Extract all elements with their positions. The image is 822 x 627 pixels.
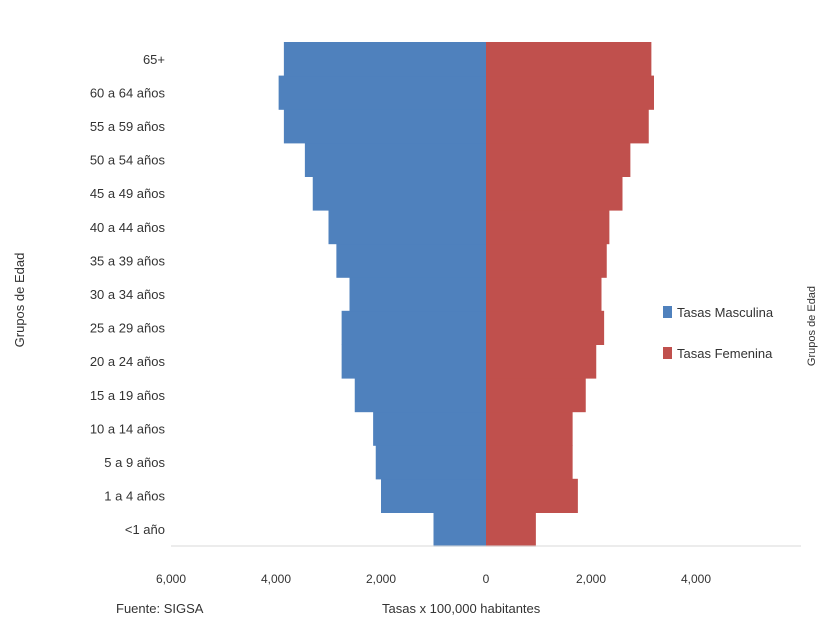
- bar-masculina-6: [341, 310, 486, 345]
- category-labels: <1 año 1 a 4 años 5 a 9 años 10 a 14 años 15…: [90, 52, 166, 537]
- bar-masculina-8: [336, 243, 486, 278]
- legend: Tasas Masculina Tasas Femenina: [663, 305, 774, 361]
- legend-swatch-femenina: [663, 347, 672, 359]
- bar-femenina-3: [486, 411, 573, 446]
- bar-masculina-7: [349, 277, 486, 312]
- y-axis-title: Grupos de Edad: [12, 253, 27, 348]
- category-label-13: 60 a 64 años: [90, 85, 166, 100]
- category-label-9: 40 a 44 años: [90, 220, 166, 235]
- category-label-14: 65+: [143, 52, 165, 67]
- bar-masculina-2: [375, 445, 486, 480]
- secondary-axis-title: Grupos de Edad: [806, 286, 818, 366]
- x-tick-label-3: 0: [483, 572, 490, 586]
- category-label-3: 10 a 14 años: [90, 421, 166, 436]
- bar-femenina-11: [486, 142, 631, 177]
- bar-masculina-4: [354, 378, 486, 413]
- bar-femenina-10: [486, 176, 623, 211]
- x-tick-label-2: 2,000: [366, 572, 396, 586]
- bars-group: [278, 42, 654, 547]
- bar-femenina-6: [486, 310, 605, 345]
- bar-masculina-12: [283, 109, 486, 144]
- legend-label-femenina: Tasas Femenina: [677, 346, 773, 361]
- x-tick-label-0: 6,000: [156, 572, 186, 586]
- bar-femenina-9: [486, 210, 610, 245]
- bar-femenina-0: [486, 512, 536, 547]
- category-label-5: 20 a 24 años: [90, 354, 166, 369]
- x-tick-label-1: 4,000: [261, 572, 291, 586]
- bar-femenina-13: [486, 75, 654, 110]
- bar-masculina-13: [278, 75, 486, 110]
- category-label-4: 15 a 19 años: [90, 388, 166, 403]
- category-label-1: 1 a 4 años: [104, 489, 165, 504]
- bar-femenina-4: [486, 378, 586, 413]
- bar-masculina-5: [341, 344, 486, 379]
- bar-masculina-3: [373, 411, 486, 446]
- category-label-2: 5 a 9 años: [104, 455, 165, 470]
- x-tick-label-4: 2,000: [576, 572, 606, 586]
- category-label-8: 35 a 39 años: [90, 253, 166, 268]
- category-label-12: 55 a 59 años: [90, 119, 166, 134]
- bar-femenina-12: [486, 109, 649, 144]
- bar-masculina-0: [433, 512, 486, 547]
- x-tick-labels: 6,000 4,000 2,000 0 2,000 4,000: [156, 572, 711, 586]
- x-tick-label-5: 4,000: [681, 572, 711, 586]
- category-label-10: 45 a 49 años: [90, 186, 166, 201]
- bar-femenina-8: [486, 243, 607, 278]
- bar-femenina-7: [486, 277, 602, 312]
- category-label-6: 25 a 29 años: [90, 321, 166, 336]
- x-axis-title: Tasas x 100,000 habitantes: [382, 601, 541, 616]
- category-label-0: <1 año: [125, 522, 165, 537]
- bar-masculina-11: [304, 142, 486, 177]
- source-note: Fuente: SIGSA: [116, 601, 204, 616]
- legend-label-masculina: Tasas Masculina: [677, 305, 774, 320]
- legend-swatch-masculina: [663, 306, 672, 318]
- bar-femenina-14: [486, 42, 652, 77]
- category-label-7: 30 a 34 años: [90, 287, 166, 302]
- category-label-11: 50 a 54 años: [90, 153, 166, 168]
- bar-femenina-5: [486, 344, 597, 379]
- bar-femenina-2: [486, 445, 573, 480]
- bar-masculina-10: [312, 176, 486, 211]
- bar-masculina-1: [381, 478, 486, 513]
- bar-femenina-1: [486, 478, 578, 513]
- bar-masculina-14: [283, 42, 486, 77]
- bar-masculina-9: [328, 210, 486, 245]
